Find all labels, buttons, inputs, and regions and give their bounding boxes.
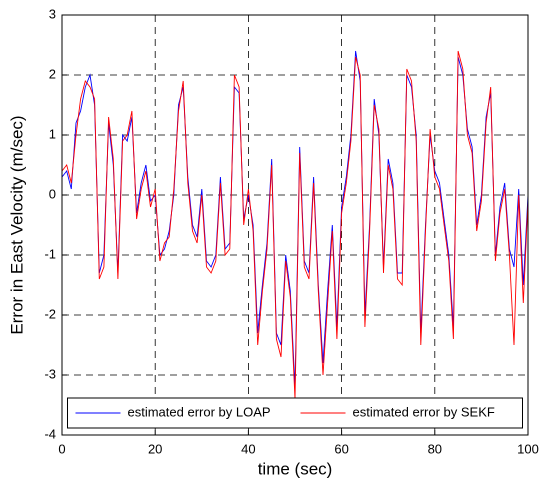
y-tick-label: -4: [44, 426, 56, 441]
series-line: [61, 50, 529, 400]
y-tick-label: 3: [49, 6, 56, 21]
plot-frame: [61, 14, 529, 436]
x-tick-label: 80: [428, 441, 442, 456]
y-tick-label: 0: [49, 186, 56, 201]
y-tick-label: 1: [49, 126, 56, 141]
x-tick-label: 40: [241, 441, 255, 456]
legend-box: [67, 397, 523, 429]
y-tick-label: -3: [44, 366, 56, 381]
y-tick-label: -1: [44, 246, 56, 261]
x-tick-label: 100: [517, 441, 539, 456]
y-tick-label: 2: [49, 66, 56, 81]
y-tick-label: -2: [44, 306, 56, 321]
series-line: [61, 50, 529, 388]
x-tick-label: 0: [58, 441, 65, 456]
x-tick-label: 20: [148, 441, 162, 456]
legend-label: estimated error by LOAP: [128, 404, 271, 419]
legend-label: estimated error by SEKF: [353, 404, 495, 419]
x-tick-label: 60: [334, 441, 348, 456]
x-axis-label: time (sec): [258, 459, 333, 478]
y-axis-label: Error in East Velocity (m/sec): [7, 115, 26, 334]
